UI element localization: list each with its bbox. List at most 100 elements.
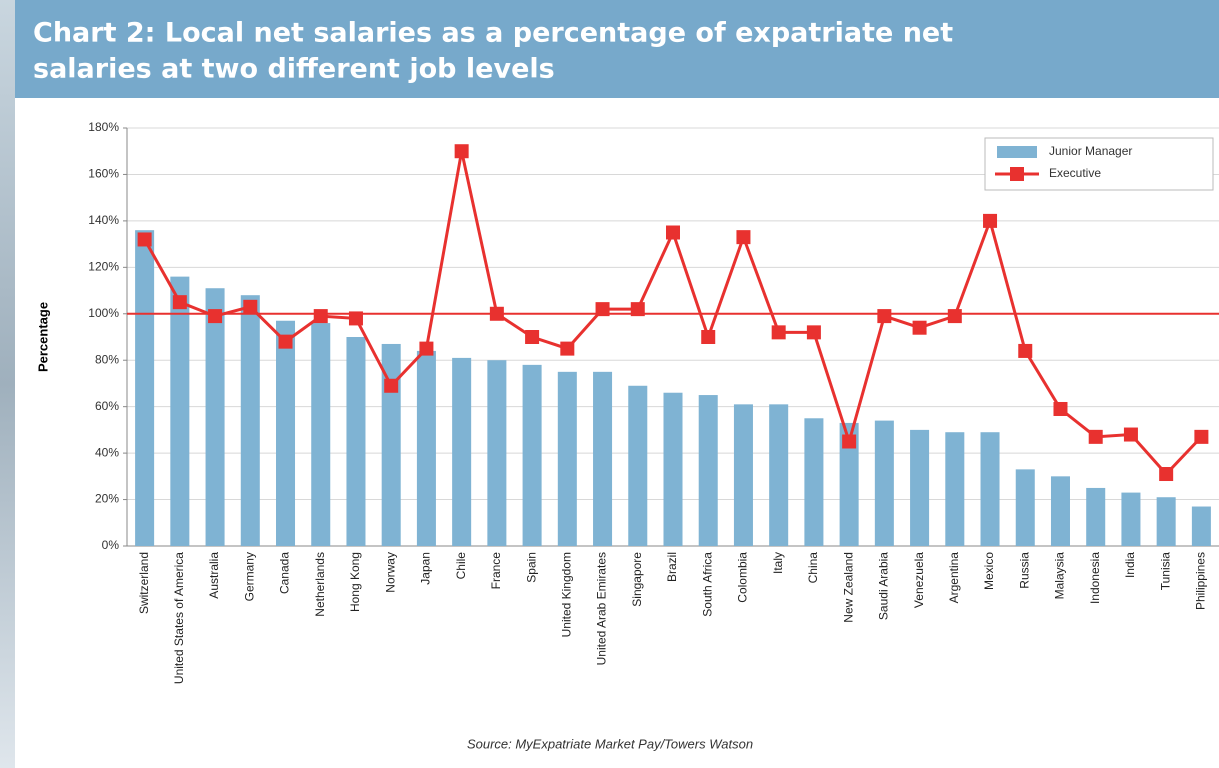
header-band: [15, 0, 1219, 98]
marker: [525, 330, 540, 344]
marker: [771, 325, 786, 340]
marker: [419, 341, 434, 356]
bar: [628, 385, 648, 546]
x-tick-label: United Arab Emirates: [595, 552, 609, 665]
y-tick-label: 60%: [95, 399, 119, 413]
bar: [276, 320, 296, 546]
marker: [630, 302, 645, 317]
legend-label: Executive: [1049, 166, 1101, 180]
legend-swatch: [997, 146, 1037, 158]
y-tick-label: 180%: [88, 120, 119, 134]
y-tick-label: 80%: [95, 352, 119, 366]
x-tick-label: Norway: [383, 552, 397, 593]
x-tick-label: Indonesia: [1088, 552, 1102, 604]
bar: [381, 343, 401, 546]
x-tick-label: Colombia: [736, 552, 750, 603]
background-strip: [0, 0, 15, 768]
bar: [1191, 506, 1211, 546]
bar: [205, 288, 225, 546]
y-axis-label: Percentage: [35, 302, 50, 372]
marker: [560, 341, 575, 356]
bar: [874, 420, 894, 546]
bar: [910, 429, 930, 546]
marker: [489, 306, 504, 321]
marker: [877, 309, 892, 324]
bar: [135, 230, 155, 546]
y-tick-label: 20%: [95, 492, 119, 506]
bar: [557, 371, 577, 546]
x-tick-label: New Zealand: [841, 552, 855, 623]
bar: [311, 323, 331, 546]
marker: [701, 330, 716, 344]
x-tick-label: India: [1123, 552, 1137, 578]
marker: [172, 295, 187, 310]
x-tick-label: Russia: [1017, 552, 1031, 589]
bar: [663, 392, 683, 546]
x-tick-label: South Africa: [700, 552, 714, 617]
bar: [980, 432, 1000, 546]
bar: [804, 418, 824, 546]
source: Source: MyExpatriate Market Pay/Towers W…: [467, 736, 753, 751]
bar: [346, 337, 366, 546]
bar: [733, 404, 753, 546]
bar: [522, 364, 542, 546]
bar: [698, 395, 718, 546]
x-tick-label: Singapore: [630, 552, 644, 607]
x-tick-label: Australia: [207, 552, 221, 599]
marker: [806, 325, 821, 340]
x-tick-label: Germany: [242, 552, 256, 601]
y-tick-label: 100%: [88, 306, 119, 320]
marker: [278, 334, 293, 349]
marker: [947, 309, 962, 324]
x-tick-label: Argentina: [947, 552, 961, 604]
x-tick-label: Saudi Arabia: [877, 552, 891, 620]
x-tick-label: Canada: [278, 552, 292, 594]
marker: [348, 311, 363, 326]
x-tick-label: United States of America: [172, 552, 186, 684]
x-tick-label: Tunisia: [1158, 552, 1172, 591]
marker: [313, 309, 328, 324]
bar: [1015, 469, 1035, 546]
bar: [1050, 476, 1070, 546]
bar: [945, 432, 965, 546]
bar: [839, 422, 859, 546]
legend-marker: [1010, 167, 1024, 181]
x-tick-label: Italy: [771, 552, 785, 574]
bar: [452, 357, 472, 546]
marker: [1194, 429, 1209, 444]
y-tick-label: 0%: [102, 538, 120, 552]
bar: [769, 404, 789, 546]
x-tick-label: Philippines: [1194, 552, 1208, 610]
bar: [240, 295, 260, 546]
marker: [666, 225, 680, 240]
marker: [1088, 429, 1103, 444]
bar: [1121, 492, 1141, 546]
x-tick-label: Japan: [419, 552, 433, 585]
x-tick-label: Malaysia: [1053, 552, 1067, 600]
marker: [1053, 401, 1068, 416]
x-tick-label: Netherlands: [313, 552, 327, 617]
marker: [243, 299, 258, 314]
marker: [1159, 467, 1174, 482]
x-tick-label: Hong Kong: [348, 552, 362, 612]
bar: [487, 360, 507, 546]
x-tick-label: France: [489, 552, 503, 590]
legend-label: Junior Manager: [1049, 144, 1132, 158]
marker: [912, 320, 927, 335]
x-tick-label: Chile: [454, 552, 468, 580]
x-tick-label: Venezuela: [912, 552, 926, 608]
marker: [983, 213, 998, 228]
bar: [170, 276, 190, 546]
marker: [595, 302, 610, 317]
bar: [593, 371, 613, 546]
y-tick-label: 140%: [88, 213, 119, 227]
marker: [454, 144, 469, 159]
y-tick-label: 120%: [88, 260, 119, 274]
x-tick-label: Brazil: [665, 552, 679, 582]
marker: [1123, 427, 1138, 442]
marker: [842, 434, 857, 449]
marker: [208, 309, 223, 324]
chart-title: Chart 2: Local net salaries as a percent…: [33, 18, 953, 49]
marker: [736, 230, 751, 245]
y-tick-label: 40%: [95, 445, 119, 459]
